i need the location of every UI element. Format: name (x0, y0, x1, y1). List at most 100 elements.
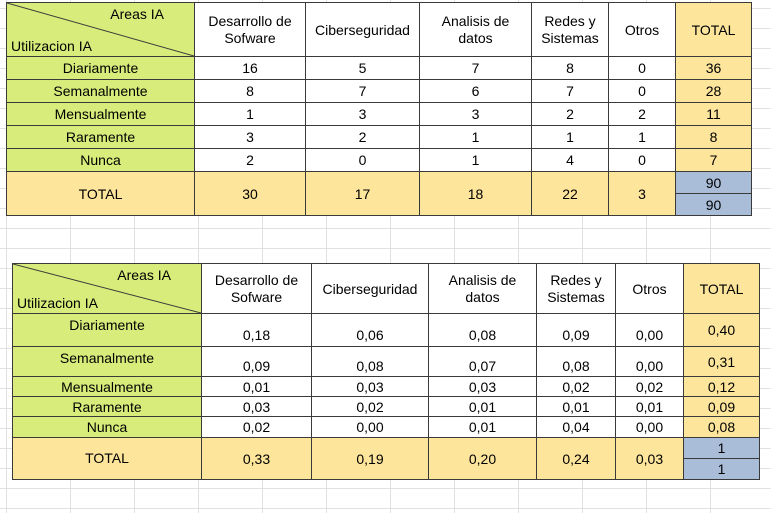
table-row: Nunca 0,02 0,00 0,01 0,04 0,00 0,08 (12, 416, 760, 438)
cell: 1 (419, 148, 532, 172)
row-label-nunca: Nunca (12, 416, 202, 438)
cell: 0,01 (428, 416, 537, 438)
column-total-cell: 22 (531, 171, 609, 216)
row-label-raramente: Raramente (6, 125, 195, 149)
cell: 0,02 (201, 416, 312, 438)
cell: 4 (531, 148, 609, 172)
cell: 0,03 (428, 376, 537, 397)
row-label-semanalmente: Semanalmente (6, 79, 195, 103)
header-ciberseguridad: Ciberseguridad (311, 263, 429, 314)
cell: 0 (608, 79, 676, 103)
cell: 6 (419, 79, 532, 103)
cell: 16 (194, 56, 306, 80)
cell: 2 (305, 125, 420, 149)
row-total-cell: 36 (675, 56, 752, 80)
table-row: Mensualmente 0,01 0,03 0,03 0,02 0,02 0,… (12, 376, 760, 397)
corner-utilizacion-label: Utilizacion IA (11, 38, 92, 54)
cell: 0,04 (536, 416, 616, 438)
cell: 2 (194, 148, 306, 172)
header-desarrollo: Desarrollo de Sofware (194, 2, 306, 57)
table-row: Diariamente 0,18 0,06 0,08 0,09 0,00 0,4… (12, 313, 760, 347)
column-total-cell: 30 (194, 171, 306, 216)
row-total-cell: 7 (675, 148, 752, 172)
total-row-label: TOTAL (12, 437, 202, 480)
cell: 0,00 (615, 416, 684, 438)
row-label-diariamente: Diariamente (6, 56, 195, 80)
cell: 1 (608, 125, 676, 149)
column-total-cell: 0,19 (311, 437, 429, 480)
table-row: Semanalmente 0,09 0,08 0,07 0,08 0,00 0,… (12, 346, 760, 377)
header-otros: Otros (615, 263, 684, 314)
cell: 0,01 (615, 396, 684, 417)
table-row: Raramente 3 2 1 1 1 8 (6, 125, 752, 149)
total-row-label: TOTAL (6, 171, 195, 216)
header-ciberseguridad: Ciberseguridad (305, 2, 420, 57)
header-otros: Otros (608, 2, 676, 57)
table-row: Mensualmente 1 3 3 2 2 11 (6, 102, 752, 126)
corner-header-cell: Areas IA Utilizacion IA (12, 263, 202, 314)
cell: 0 (608, 148, 676, 172)
cell: 0,07 (428, 346, 537, 377)
row-total-cell: 0,12 (683, 376, 760, 397)
cell: 0,18 (201, 313, 312, 347)
cell: 3 (419, 102, 532, 126)
cell: 0,08 (536, 346, 616, 377)
cell: 2 (531, 102, 609, 126)
counts-table: Areas IA Utilizacion IA Desarrollo de Sof… (6, 2, 752, 216)
cell: 0,08 (428, 313, 537, 347)
row-total-cell: 0,31 (683, 346, 760, 377)
row-total-cell: 0,09 (683, 396, 760, 417)
header-total: TOTAL (683, 263, 760, 314)
grand-total-cell: 1 (683, 458, 760, 480)
total-row: TOTAL 30 17 18 22 3 90 (6, 171, 752, 216)
cell: 0,00 (615, 313, 684, 347)
cell: 0,03 (201, 396, 312, 417)
cell: 0,08 (311, 346, 429, 377)
cell: 0 (305, 148, 420, 172)
cell: 8 (194, 79, 306, 103)
cell: 0,01 (536, 396, 616, 417)
cell: 0,09 (201, 346, 312, 377)
total-row: TOTAL 0,33 0,19 0,20 0,24 0,03 1 (12, 437, 760, 480)
cell: 0,03 (311, 376, 429, 397)
corner-utilizacion-label: Utilizacion IA (17, 295, 98, 311)
grand-total-cell: 90 (675, 193, 752, 216)
cell: 7 (419, 56, 532, 80)
cell: 3 (194, 125, 306, 149)
header-desarrollo: Desarrollo de Sofware (201, 263, 312, 314)
corner-areas-label: Areas IA (110, 6, 164, 22)
cell: 0,01 (428, 396, 537, 417)
cell: 0,00 (615, 346, 684, 377)
cell: 2 (608, 102, 676, 126)
row-total-cell: 11 (675, 102, 752, 126)
cell: 5 (305, 56, 420, 80)
header-total: TOTAL (675, 2, 752, 57)
cell: 1 (531, 125, 609, 149)
cell: 7 (305, 79, 420, 103)
table-row: Raramente 0,03 0,02 0,01 0,01 0,01 0,09 (12, 396, 760, 417)
corner-header-cell: Areas IA Utilizacion IA (6, 2, 195, 57)
cell: 0,02 (536, 376, 616, 397)
grand-total-cell: 90 (675, 171, 752, 194)
cell: 0,09 (536, 313, 616, 347)
header-analisis: Analisis de datos (428, 263, 537, 314)
cell: 3 (305, 102, 420, 126)
column-total-cell: 17 (305, 171, 420, 216)
row-label-raramente: Raramente (12, 396, 202, 417)
cell: 8 (531, 56, 609, 80)
row-label-semanalmente: Semanalmente (12, 346, 202, 377)
column-total-cell: 18 (419, 171, 532, 216)
row-total-cell: 0,08 (683, 416, 760, 438)
row-label-diariamente: Diariamente (12, 313, 202, 347)
cell: 0 (608, 56, 676, 80)
table-row: Diariamente 16 5 7 8 0 36 (6, 56, 752, 80)
row-label-mensualmente: Mensualmente (6, 102, 195, 126)
row-label-nunca: Nunca (6, 148, 195, 172)
cell: 1 (419, 125, 532, 149)
row-total-cell: 28 (675, 79, 752, 103)
cell: 0,02 (311, 396, 429, 417)
cell: 0,06 (311, 313, 429, 347)
row-label-mensualmente: Mensualmente (12, 376, 202, 397)
header-analisis: Analisis de datos (419, 2, 532, 57)
table-row: Nunca 2 0 1 4 0 7 (6, 148, 752, 172)
